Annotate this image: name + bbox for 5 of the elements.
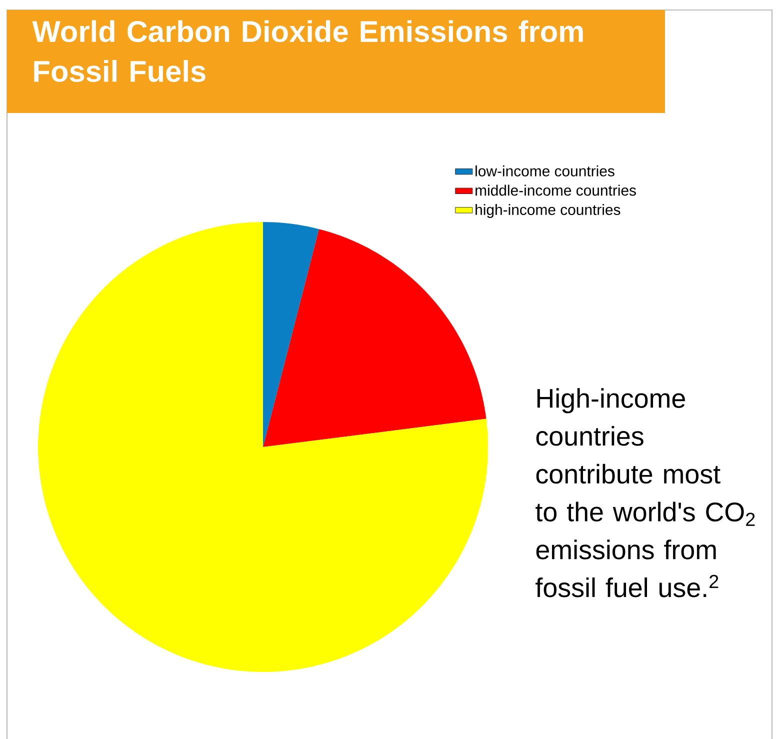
legend-label: high-income countries bbox=[476, 204, 620, 218]
text: High-income countries contribute most to the world's CO$_{2}$ emissions from fossil fuel use.$^{2}$ bbox=[536, 388, 755, 598]
legend-label: low-income countries bbox=[476, 165, 614, 176]
legend-label: middle-income countries bbox=[476, 184, 636, 196]
chart-title: World Carbon Dioxide Emissions from Fossil Fuels bbox=[32, 20, 583, 82]
